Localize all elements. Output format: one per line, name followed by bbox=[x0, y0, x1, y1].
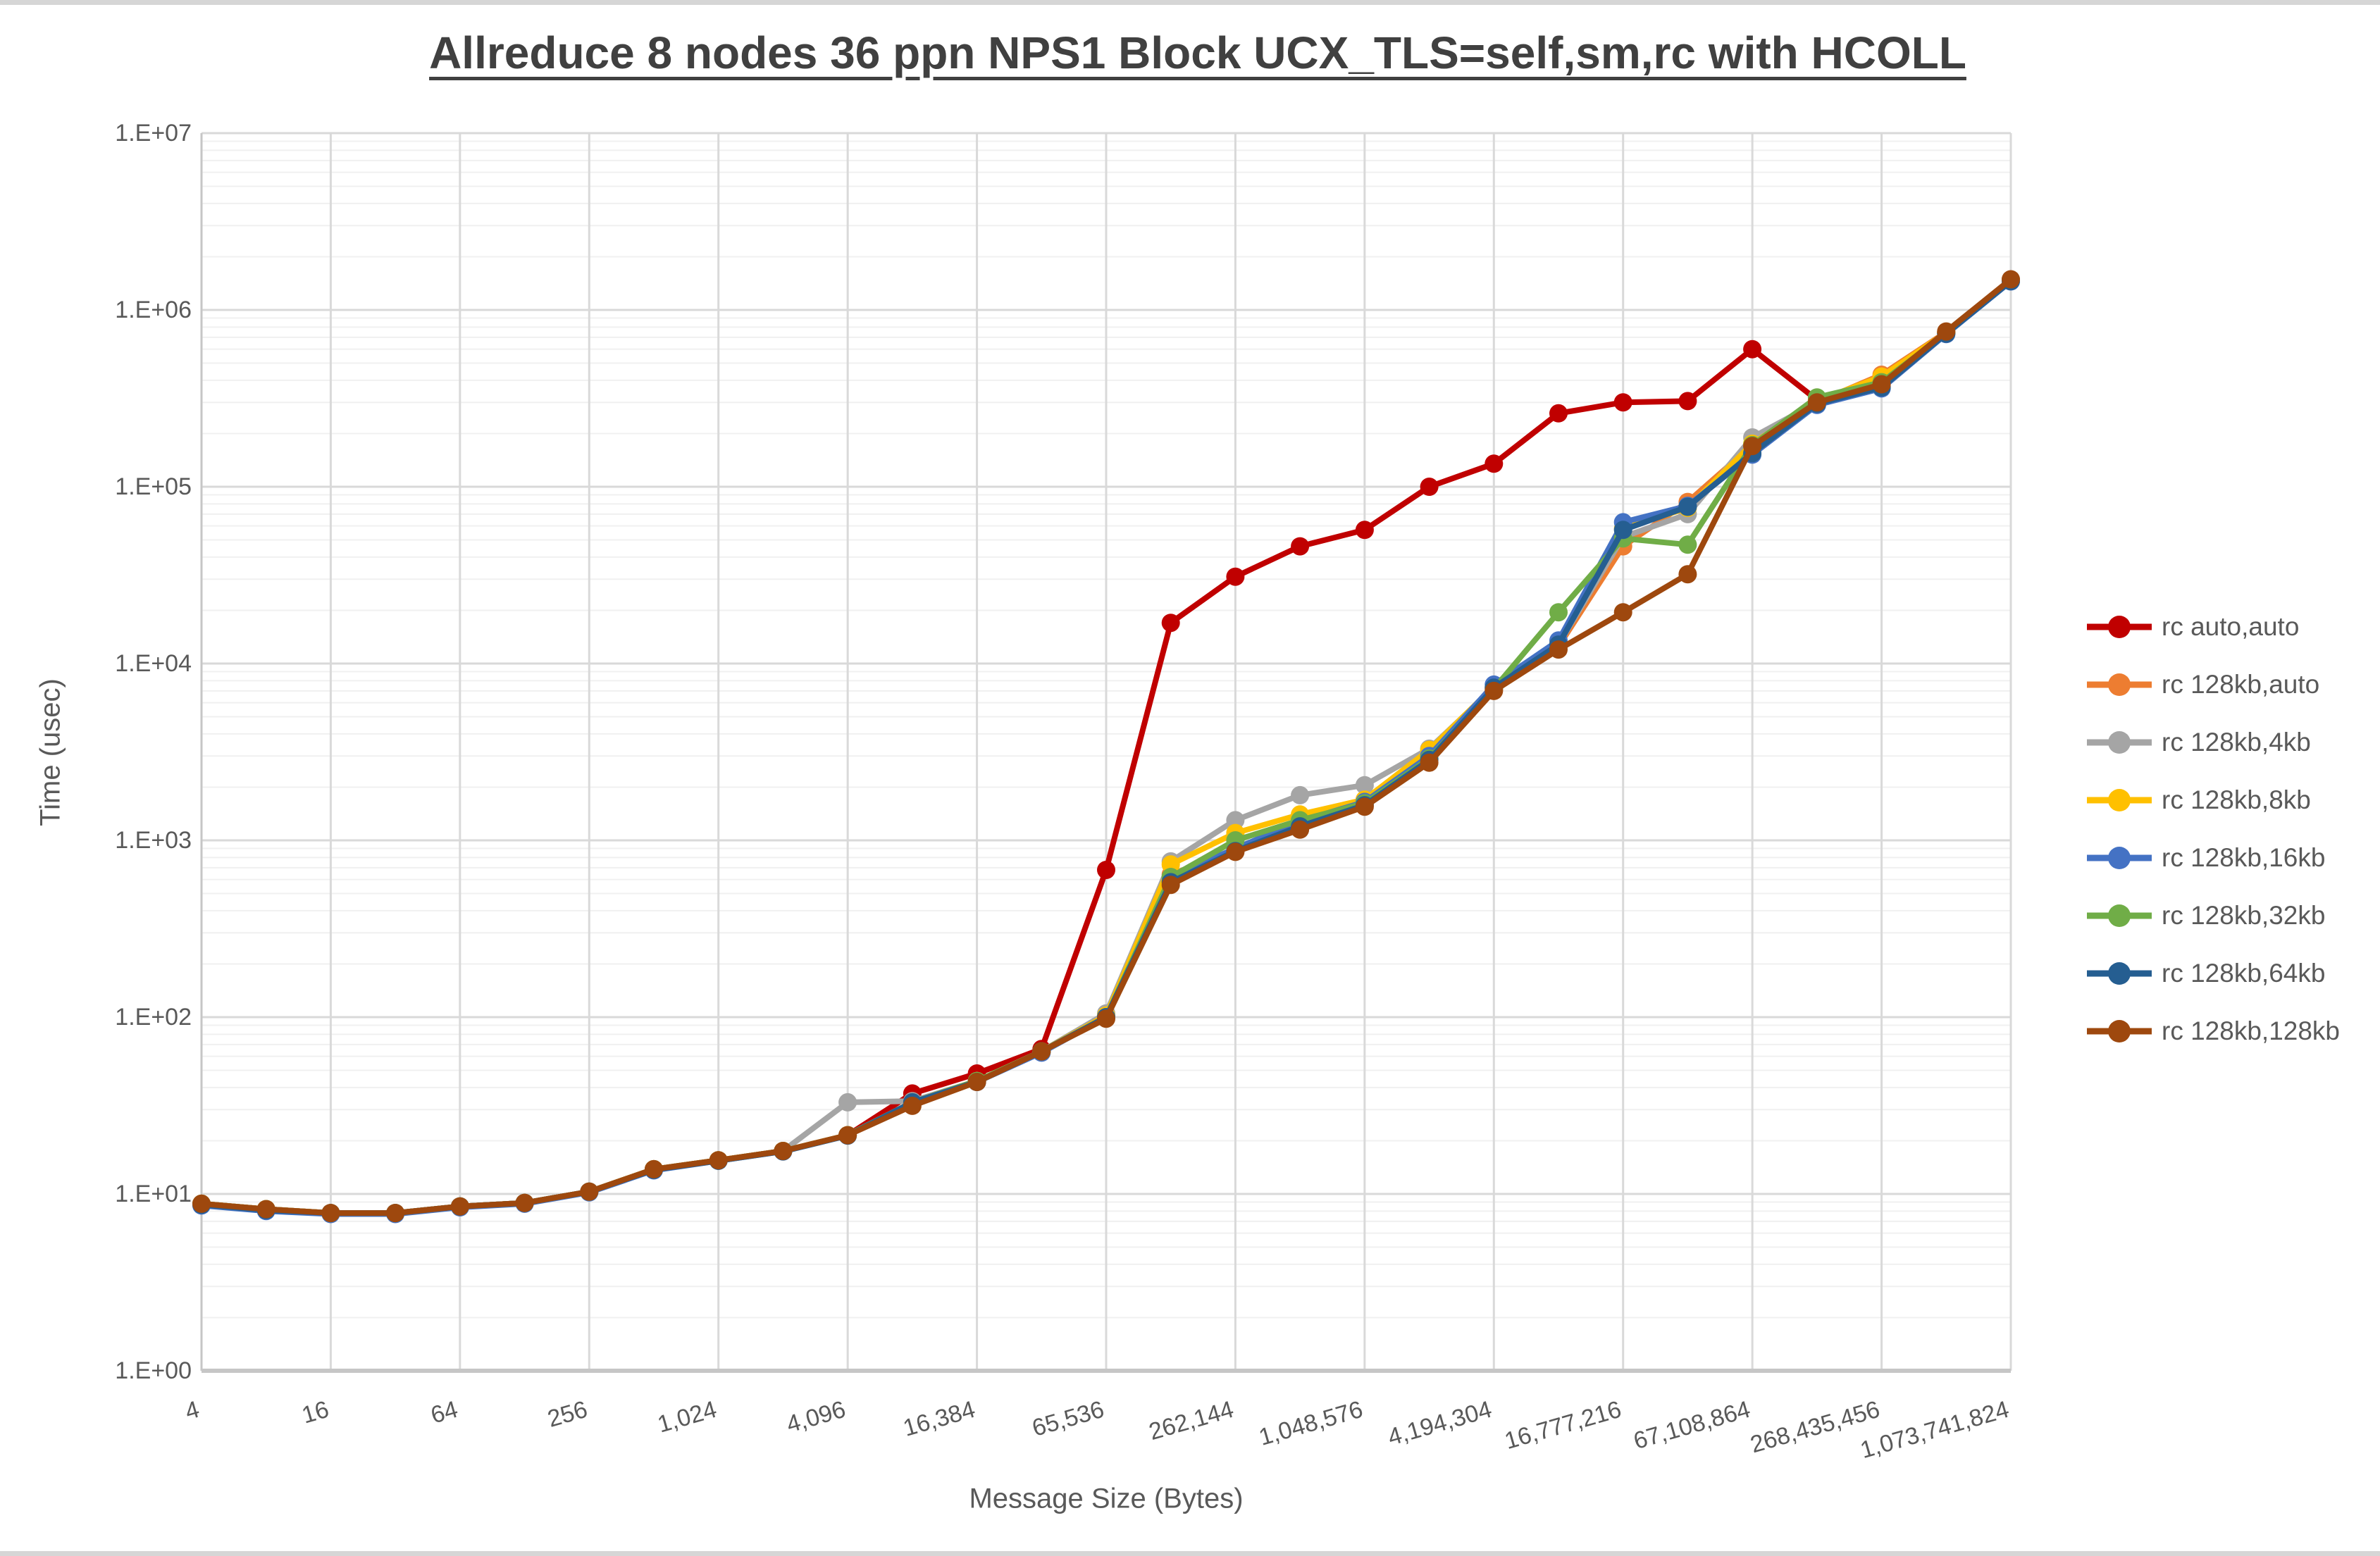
legend-swatch-icon bbox=[2087, 847, 2152, 869]
data-point-marker bbox=[709, 1151, 728, 1170]
data-point-marker bbox=[580, 1182, 599, 1201]
data-point-marker bbox=[1549, 603, 1568, 622]
chart-border-top bbox=[0, 0, 2380, 5]
data-point-marker bbox=[967, 1073, 986, 1091]
data-point-marker bbox=[1161, 855, 1180, 874]
legend-swatch-icon bbox=[2087, 904, 2152, 927]
data-point-marker bbox=[321, 1204, 340, 1223]
data-point-marker bbox=[1678, 392, 1697, 411]
y-tick-label: 1.E+04 bbox=[115, 650, 192, 677]
legend-item-rc-128kb-16kb[interactable]: rc 128kb,16kb bbox=[2085, 842, 2340, 873]
legend-item-rc-128kb-64kb[interactable]: rc 128kb,64kb bbox=[2085, 958, 2340, 989]
data-point-marker bbox=[1613, 521, 1632, 540]
data-point-marker bbox=[1420, 753, 1439, 772]
legend-item-rc-auto-auto[interactable]: rc auto,auto bbox=[2085, 611, 2340, 642]
data-point-marker bbox=[1678, 535, 1697, 554]
data-point-marker bbox=[450, 1197, 469, 1216]
legend-swatch-icon bbox=[2087, 731, 2152, 754]
data-point-marker bbox=[838, 1126, 857, 1145]
chart-border-bottom bbox=[0, 1551, 2380, 1556]
legend-item-rc-128kb-128kb[interactable]: rc 128kb,128kb bbox=[2085, 1016, 2340, 1047]
legend-label: rc 128kb,4kb bbox=[2162, 728, 2311, 757]
legend-item-rc-128kb-32kb[interactable]: rc 128kb,32kb bbox=[2085, 900, 2340, 931]
legend-label: rc 128kb,32kb bbox=[2162, 901, 2326, 930]
data-point-marker bbox=[1743, 437, 1762, 456]
data-point-marker bbox=[1420, 478, 1439, 496]
data-point-marker bbox=[774, 1142, 793, 1160]
data-point-marker bbox=[1161, 614, 1180, 633]
data-point-marker bbox=[1355, 797, 1374, 816]
data-point-marker bbox=[1355, 521, 1374, 540]
data-point-marker bbox=[1807, 393, 1826, 412]
series-rc-128kb-128kb bbox=[192, 270, 2020, 1223]
data-point-marker bbox=[1678, 497, 1697, 516]
y-axis-title: Time (usec) bbox=[35, 678, 66, 826]
legend-label: rc auto,auto bbox=[2162, 612, 2300, 641]
data-point-marker bbox=[1226, 567, 1245, 586]
data-point-marker bbox=[1161, 876, 1180, 895]
data-point-marker bbox=[1485, 454, 1504, 473]
data-point-marker bbox=[903, 1096, 922, 1115]
data-point-marker bbox=[1032, 1042, 1051, 1061]
data-point-marker bbox=[386, 1204, 405, 1223]
y-tick-label: 1.E+05 bbox=[115, 473, 192, 500]
data-point-marker bbox=[515, 1193, 534, 1212]
data-point-marker bbox=[192, 1194, 211, 1213]
data-point-marker bbox=[1937, 322, 1956, 341]
data-point-marker bbox=[1549, 404, 1568, 423]
data-point-marker bbox=[1291, 785, 1310, 804]
legend-label: rc 128kb,64kb bbox=[2162, 959, 2326, 988]
data-point-marker bbox=[1549, 640, 1568, 659]
legend-swatch-icon bbox=[2087, 1020, 2152, 1042]
data-point-marker bbox=[1613, 603, 1632, 622]
data-point-marker bbox=[1613, 393, 1632, 412]
legend-item-rc-128kb-8kb[interactable]: rc 128kb,8kb bbox=[2085, 785, 2340, 816]
data-point-marker bbox=[1872, 375, 1891, 394]
data-point-marker bbox=[1291, 820, 1310, 839]
y-tick-label: 1.E+01 bbox=[115, 1181, 192, 1207]
legend-item-rc-128kb-auto[interactable]: rc 128kb,auto bbox=[2085, 669, 2340, 700]
data-point-marker bbox=[1291, 537, 1310, 556]
legend-label: rc 128kb,auto bbox=[2162, 670, 2320, 699]
data-point-marker bbox=[1743, 340, 1762, 359]
data-point-marker bbox=[1485, 681, 1504, 700]
chart-title: Allreduce 8 nodes 36 ppn NPS1 Block UCX_… bbox=[429, 27, 1966, 78]
data-point-marker bbox=[1678, 565, 1697, 584]
legend-label: rc 128kb,16kb bbox=[2162, 843, 2326, 872]
legend-item-rc-128kb-4kb[interactable]: rc 128kb,4kb bbox=[2085, 727, 2340, 758]
y-tick-label: 1.E+06 bbox=[115, 297, 192, 323]
data-point-marker bbox=[1355, 776, 1374, 795]
y-tick-label: 1.E+02 bbox=[115, 1004, 192, 1031]
data-point-marker bbox=[838, 1093, 857, 1112]
legend-swatch-icon bbox=[2087, 962, 2152, 985]
data-point-marker bbox=[645, 1159, 663, 1178]
data-point-marker bbox=[1097, 1009, 1115, 1028]
y-tick-label: 1.E+07 bbox=[115, 120, 192, 147]
y-tick-label: 1.E+00 bbox=[115, 1357, 192, 1384]
legend-swatch-icon bbox=[2087, 616, 2152, 638]
data-point-marker bbox=[1226, 811, 1245, 830]
data-point-marker bbox=[2002, 270, 2020, 289]
legend: rc auto,auto rc 128kb,auto rc 128kb,4kb rc … bbox=[2085, 611, 2340, 1073]
legend-label: rc 128kb,8kb bbox=[2162, 785, 2311, 814]
legend-swatch-icon bbox=[2087, 673, 2152, 696]
data-point-marker bbox=[1226, 842, 1245, 861]
data-point-marker bbox=[1097, 861, 1115, 879]
legend-label: rc 128kb,128kb bbox=[2162, 1016, 2341, 1045]
y-tick-label: 1.E+03 bbox=[115, 827, 192, 854]
data-point-marker bbox=[256, 1200, 275, 1219]
legend-swatch-icon bbox=[2087, 789, 2152, 811]
x-axis-title: Message Size (Bytes) bbox=[969, 1483, 1244, 1514]
